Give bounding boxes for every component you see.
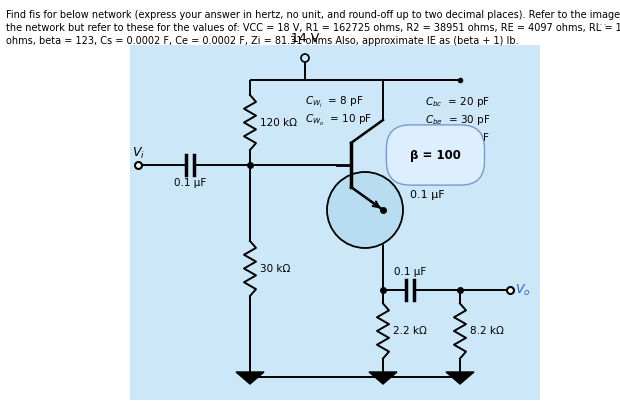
Text: ohms, beta = 123, Cs = 0.0002 F, Ce = 0.0002 F, Zi = 81.31 ohms Also, approximat: ohms, beta = 123, Cs = 0.0002 F, Ce = 0.… xyxy=(6,36,518,46)
Circle shape xyxy=(327,172,403,248)
Text: $C_{ce}$  = 12 pF: $C_{ce}$ = 12 pF xyxy=(425,131,490,145)
Text: $V_o$: $V_o$ xyxy=(515,283,531,297)
FancyBboxPatch shape xyxy=(130,45,540,400)
Text: 2.2 kΩ: 2.2 kΩ xyxy=(393,326,427,336)
Text: $C_{W_o}$  = 10 pF: $C_{W_o}$ = 10 pF xyxy=(305,113,372,128)
Text: 0.1 µF: 0.1 µF xyxy=(394,267,426,277)
Text: the network but refer to these for the values of: VCC = 18 V, R1 = 162725 ohms, : the network but refer to these for the v… xyxy=(6,23,620,33)
Text: ...: ... xyxy=(596,15,608,28)
Text: $C_{bc}$  = 20 pF: $C_{bc}$ = 20 pF xyxy=(425,95,490,109)
Text: β = 100: β = 100 xyxy=(410,148,461,162)
Text: 30 kΩ: 30 kΩ xyxy=(260,264,290,274)
Text: 0.1 µF: 0.1 µF xyxy=(410,190,445,200)
Text: $V_i$: $V_i$ xyxy=(132,145,145,160)
Text: 8.2 kΩ: 8.2 kΩ xyxy=(470,326,504,336)
Text: $C_{be}$  = 30 pF: $C_{be}$ = 30 pF xyxy=(425,113,490,127)
Polygon shape xyxy=(236,372,264,384)
Text: Find fis for below network (express your answer in hertz, no unit, and round-off: Find fis for below network (express your… xyxy=(6,10,620,20)
Text: 120 kΩ: 120 kΩ xyxy=(260,118,297,127)
Polygon shape xyxy=(369,372,397,384)
Text: 0.1 µF: 0.1 µF xyxy=(174,178,206,188)
Polygon shape xyxy=(446,372,474,384)
FancyBboxPatch shape xyxy=(540,45,620,400)
Text: $C_{W_i}$  = 8 pF: $C_{W_i}$ = 8 pF xyxy=(305,95,364,110)
Text: 14 V: 14 V xyxy=(291,32,319,45)
